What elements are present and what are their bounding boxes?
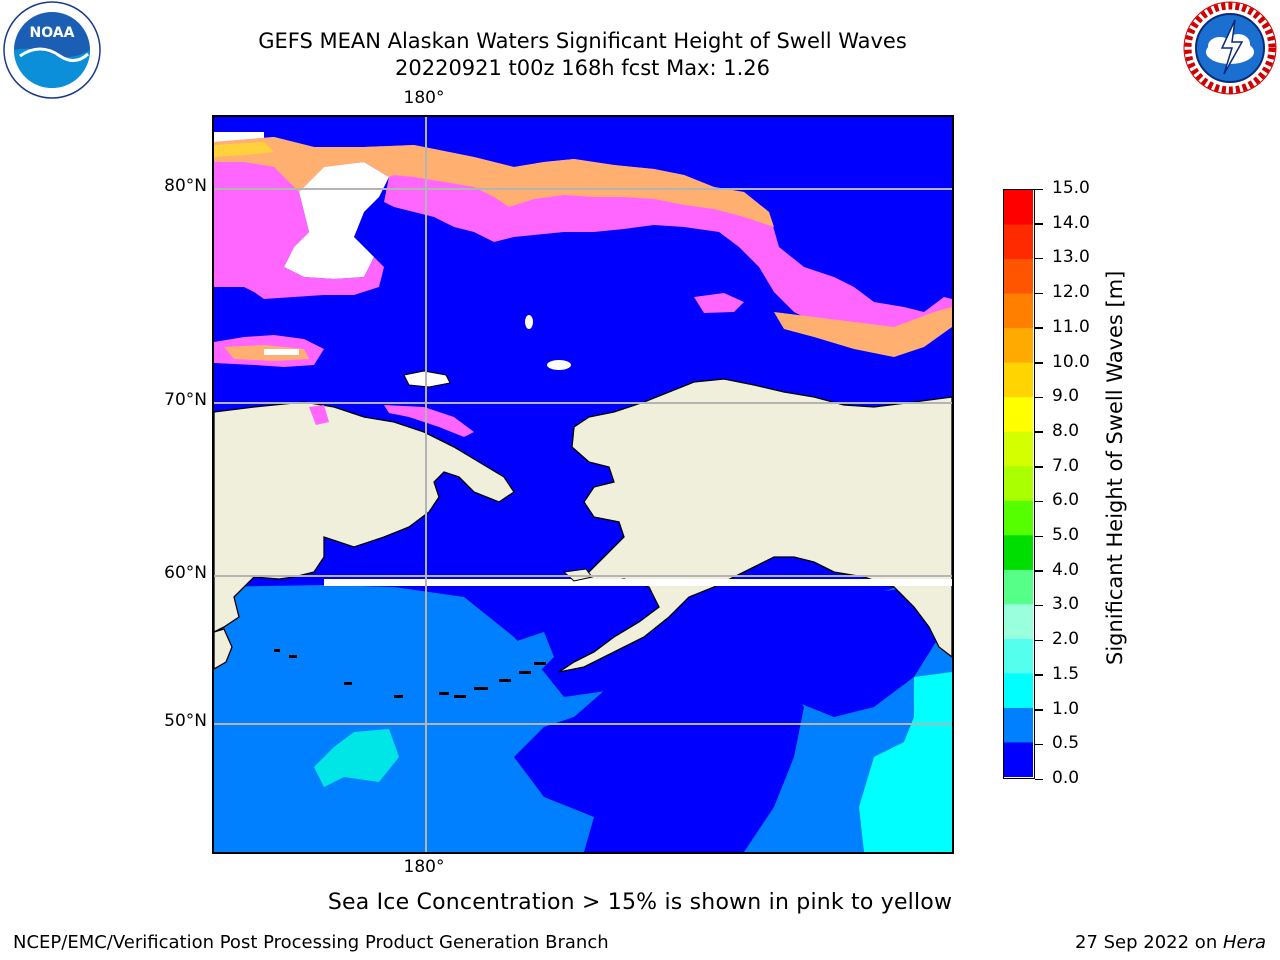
ocean-low-patch-gulf <box>684 587 939 717</box>
land-kamchatka <box>214 628 233 670</box>
colorbar-tick-mark <box>1035 743 1043 746</box>
lon-label-top: 180° <box>403 88 445 108</box>
colorbar-tick-mark <box>1035 396 1043 399</box>
colorbar-tick-mark <box>1035 570 1043 572</box>
footer-date: 27 Sep 2022 on Hera <box>1075 932 1266 953</box>
map-canvas <box>214 117 952 852</box>
map-panel[interactable] <box>212 115 954 854</box>
ocean-high-swell-east <box>859 672 952 852</box>
colorbar-swatches <box>1004 190 1033 778</box>
colorbar-tick-label: 13.0 <box>1052 247 1090 268</box>
map-title: GEFS MEAN Alaskan Waters Significant Hei… <box>258 29 907 53</box>
colorbar-swatch <box>1004 742 1033 778</box>
colorbar-tick-mark <box>1035 466 1043 468</box>
colorbar-tick-label: 8.0 <box>1052 420 1080 441</box>
lon-label-bottom: 180° <box>403 857 445 877</box>
colorbar-tick-label: 7.0 <box>1052 455 1080 476</box>
sea-ice-west-pocket-white <box>264 349 299 355</box>
no-data-blob-2 <box>525 315 533 329</box>
colorbar-swatch <box>1004 328 1033 364</box>
colorbar-tick-label: 10.0 <box>1052 351 1090 372</box>
aleutian-islands <box>274 649 546 698</box>
colorbar-swatch <box>1004 500 1033 536</box>
colorbar-tick-label: 0.0 <box>1052 768 1080 788</box>
sea-ice-beaufort-patch <box>694 293 744 313</box>
colorbar-swatch <box>1004 397 1033 433</box>
colorbar-tick-label: 2.0 <box>1052 629 1080 650</box>
lat-label-80n: 80°N <box>164 176 207 196</box>
noaa-logo-text: NOAA <box>30 25 75 41</box>
colorbar-tick-label: 9.0 <box>1052 386 1080 407</box>
colorbar-tick-label: 11.0 <box>1052 316 1090 337</box>
colorbar-tick-mark <box>1035 535 1043 538</box>
sea-ice-east-band <box>774 307 952 357</box>
colorbar-swatch <box>1004 673 1033 709</box>
colorbar-tick-label: 15.0 <box>1052 178 1090 198</box>
sea-ice-west-coast-small <box>309 405 329 425</box>
sea-ice-orange-band <box>214 137 774 227</box>
footer-branch: NCEP/EMC/Verification Post Processing Pr… <box>13 932 609 953</box>
sea-ice-note: Sea Ice Concentration > 15% is shown in … <box>327 890 953 915</box>
no-data-blob-1 <box>547 360 571 370</box>
colorbar-tick-mark <box>1035 188 1043 190</box>
colorbar-tick-mark <box>1035 604 1043 607</box>
colorbar-tick-label: 1.5 <box>1052 663 1080 684</box>
colorbar-tick-label: 12.0 <box>1052 282 1090 303</box>
colorbar-tick-label: 0.5 <box>1052 733 1080 754</box>
colorbar-tick-label: 3.0 <box>1052 594 1080 615</box>
colorbar-swatch <box>1004 224 1033 260</box>
colorbar-tick-mark <box>1035 778 1043 780</box>
no-data-band-60n <box>324 579 952 586</box>
sea-ice-chukotka-coast <box>384 405 474 437</box>
arctic-no-data <box>284 162 389 279</box>
colorbar-tick-label: 6.0 <box>1052 490 1080 511</box>
colorbar-tick-mark <box>1035 257 1043 260</box>
colorbar-tick-mark <box>1035 362 1043 364</box>
colorbar-swatch <box>1004 707 1033 743</box>
colorbar-tick-label: 4.0 <box>1052 559 1080 580</box>
colorbar-tick-label: 14.0 <box>1052 212 1090 233</box>
colorbar-tick-mark <box>1035 709 1043 711</box>
map-gridlines <box>214 117 952 852</box>
sea-ice-yellow-top <box>214 142 274 157</box>
colorbar-swatch <box>1004 604 1033 640</box>
footer-host: Hera <box>1222 932 1266 953</box>
colorbar-tick-mark <box>1035 431 1043 433</box>
nws-logo <box>1180 0 1280 100</box>
colorbar-swatch <box>1004 638 1033 674</box>
noaa-logo: NOAA <box>0 0 104 104</box>
ocean-high-swell-west <box>314 729 399 787</box>
colorbar-tick-mark <box>1035 500 1043 503</box>
colorbar-swatch <box>1004 466 1033 502</box>
map-subtitle: 20220921 t00z 168h fcst Max: 1.26 <box>395 56 770 80</box>
lat-label-60n: 60°N <box>164 563 207 583</box>
colorbar-swatch <box>1004 535 1033 571</box>
colorbar-swatch <box>1004 431 1033 467</box>
colorbar-swatch <box>1004 293 1033 329</box>
ocean-low-patch-central <box>514 657 804 852</box>
colorbar-tick-label: 5.0 <box>1052 525 1080 546</box>
colorbar-tick-mark <box>1035 639 1043 642</box>
footer-date-text: 27 Sep 2022 on <box>1075 932 1223 953</box>
ocean-mid-island-patch <box>509 632 554 677</box>
colorbar-swatch <box>1004 190 1033 226</box>
land-siberia <box>214 401 515 633</box>
colorbar <box>1003 189 1035 779</box>
lat-label-50n: 50°N <box>164 711 207 731</box>
colorbar-tick-mark <box>1035 292 1043 295</box>
colorbar-swatch <box>1004 259 1033 295</box>
colorbar-swatch <box>1004 362 1033 398</box>
colorbar-tick-mark <box>1035 223 1043 225</box>
lat-label-70n: 70°N <box>164 390 207 410</box>
colorbar-tick-label: 1.0 <box>1052 698 1080 719</box>
colorbar-tick-mark <box>1035 674 1043 676</box>
colorbar-label: Significant Height of Swell Waves [m] <box>1103 270 1127 665</box>
colorbar-tick-mark <box>1035 327 1043 329</box>
colorbar-swatch <box>1004 569 1033 605</box>
